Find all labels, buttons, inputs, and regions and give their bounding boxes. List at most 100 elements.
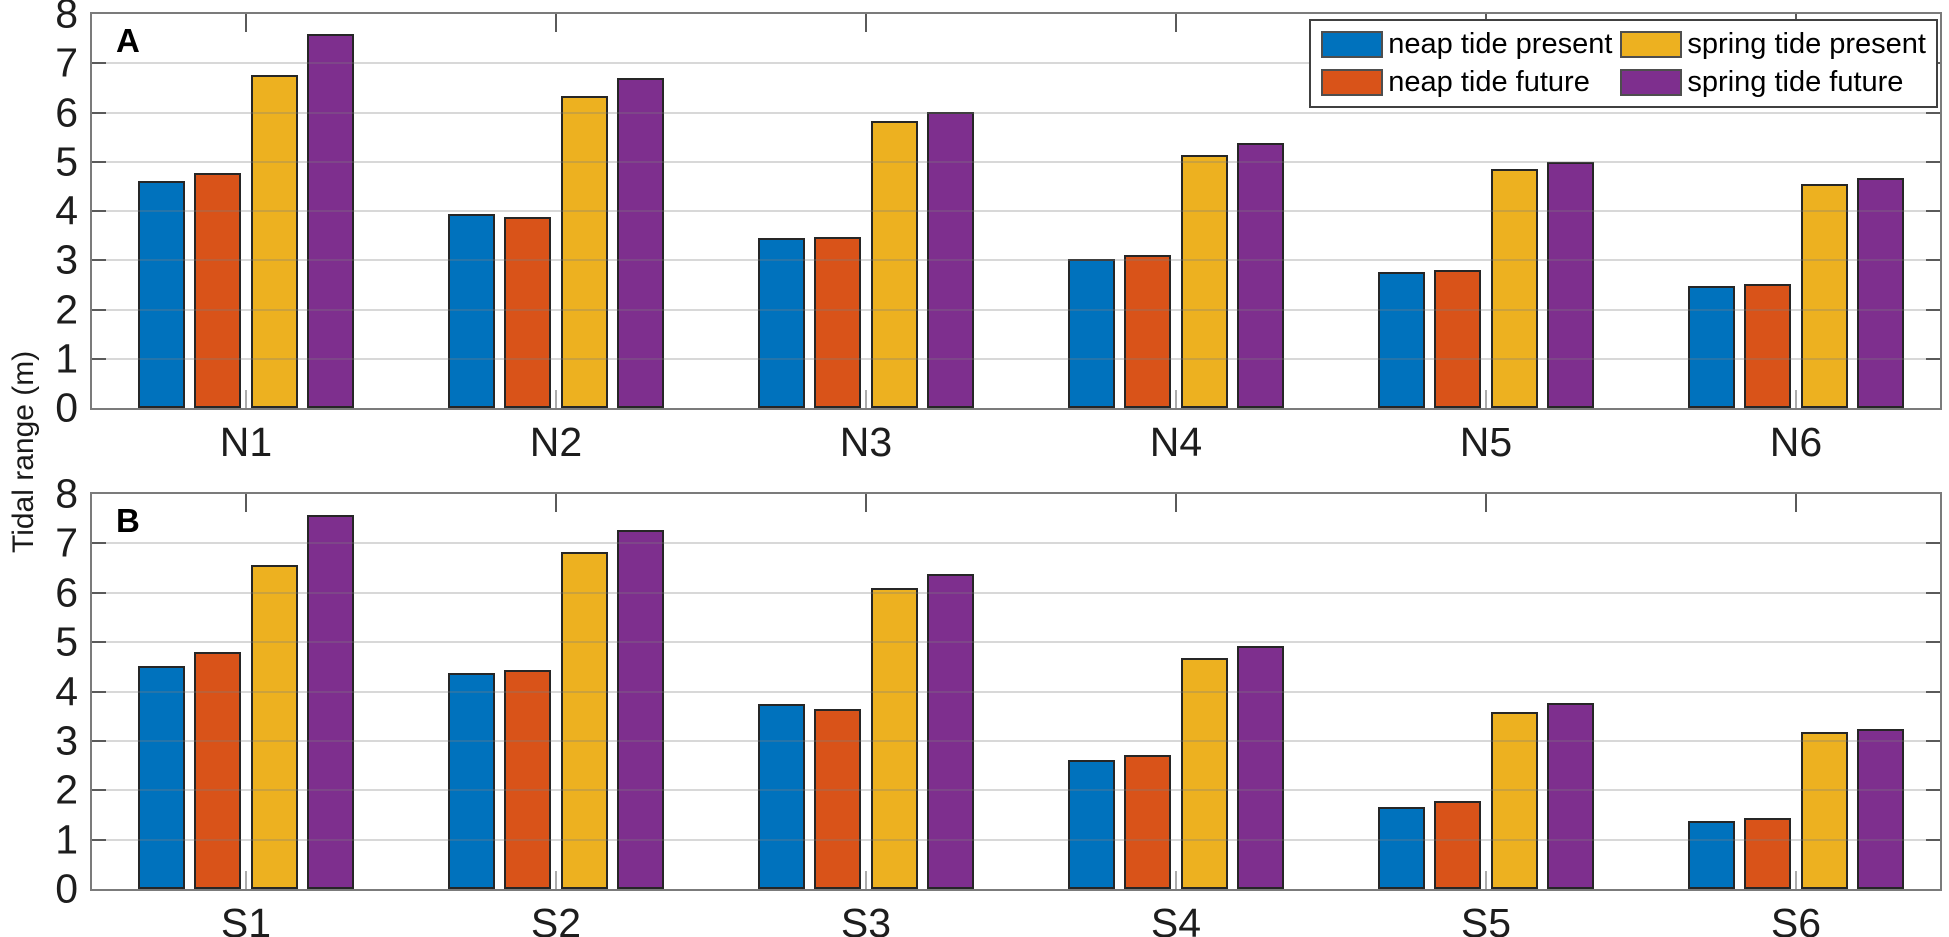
y-axis-tick: [1926, 160, 1940, 163]
x-tick-label-N4: N4: [1149, 419, 1203, 465]
y-axis-tick: [92, 591, 106, 594]
x-axis-tick: [1175, 390, 1177, 408]
x-tick-label-S5: S5: [1460, 900, 1512, 937]
legend-label-neap-future: neap tide future: [1388, 66, 1590, 98]
bar-S3-neap-tide-present: [758, 704, 805, 889]
y-tick-label: 7: [55, 39, 78, 86]
y-axis-tick: [1926, 259, 1940, 262]
bar-N5-spring-tide-present: [1491, 169, 1538, 408]
y-axis-tick: [1926, 838, 1940, 841]
legend-item-neap-future: neap tide future: [1321, 68, 1612, 97]
y-axis-tick: [1926, 542, 1940, 545]
legend-swatch-neap-future-icon: [1321, 69, 1384, 96]
y-axis-tick: [92, 690, 106, 693]
bar-S2-neap-tide-future: [504, 670, 551, 889]
x-axis-tick: [1795, 390, 1797, 408]
x-axis-tick: [1175, 871, 1177, 889]
bar-N6-spring-tide-present: [1801, 184, 1848, 408]
y-axis-tick: [92, 357, 106, 360]
panel-b-letter: B: [116, 502, 140, 539]
gridline-y6: [92, 111, 1940, 114]
bar-S2-spring-tide-future: [617, 530, 664, 889]
x-axis-tick: [865, 871, 867, 889]
bar-N5-neap-tide-present: [1378, 272, 1425, 408]
bar-N4-spring-tide-present: [1181, 155, 1228, 408]
bar-N2-neap-tide-present: [448, 214, 495, 408]
x-axis-tick: [555, 14, 557, 32]
x-axis-tick: [555, 390, 557, 408]
x-tick-label-N6: N6: [1769, 419, 1823, 465]
bar-N6-neap-tide-future: [1744, 284, 1791, 408]
legend-item-neap-present: neap tide present: [1321, 30, 1612, 59]
bar-N4-neap-tide-present: [1068, 259, 1115, 408]
legend: neap tide present spring tide present ne…: [1309, 19, 1938, 108]
legend-swatch-spring-future-icon: [1620, 69, 1683, 96]
bar-S2-neap-tide-present: [448, 673, 495, 889]
y-axis-tick: [92, 210, 106, 212]
y-tick-label: 2: [55, 286, 78, 332]
legend-swatch-spring-present-icon: [1620, 31, 1683, 58]
bar-N1-neap-tide-future: [194, 173, 241, 408]
y-tick-label: 4: [55, 187, 78, 234]
y-tick-label: 1: [55, 335, 78, 382]
legend-item-spring-present: spring tide present: [1620, 30, 1926, 59]
y-axis-tick: [92, 542, 106, 545]
bar-N3-neap-tide-present: [758, 238, 805, 408]
bar-S5-neap-tide-present: [1378, 807, 1425, 889]
y-axis-tick: [1926, 739, 1940, 742]
x-tick-label-S3: S3: [840, 900, 892, 937]
y-axis-tick: [1926, 789, 1940, 792]
bar-N1-neap-tide-present: [138, 181, 185, 408]
bar-S5-spring-tide-present: [1491, 712, 1538, 889]
gridline-y2: [92, 789, 1940, 792]
x-tick-label-S4: S4: [1150, 900, 1202, 937]
bar-S1-neap-tide-future: [194, 652, 241, 889]
x-tick-label-N1: N1: [219, 419, 273, 465]
x-axis-tick: [1175, 14, 1177, 32]
y-tick-label: 4: [55, 668, 78, 714]
x-tick-label-S2: S2: [530, 900, 582, 937]
y-axis-tick: [92, 739, 106, 742]
y-tick-label: 3: [55, 717, 78, 764]
bar-S4-spring-tide-present: [1181, 658, 1228, 889]
bar-N3-spring-tide-future: [927, 112, 974, 408]
y-axis-tick: [1926, 690, 1940, 693]
y-axis-tick: [92, 62, 106, 65]
bar-N6-spring-tide-future: [1857, 178, 1904, 408]
gridline-y1: [92, 357, 1940, 360]
bar-N6-neap-tide-present: [1688, 286, 1735, 408]
y-tick-label: 8: [55, 470, 78, 517]
x-axis-tick: [245, 390, 247, 408]
x-axis-tick: [555, 871, 557, 889]
y-axis-tick: [92, 308, 106, 311]
bar-S1-spring-tide-future: [307, 515, 354, 889]
gridline-y4: [92, 690, 1940, 693]
y-tick-label: 5: [55, 138, 78, 185]
y-tick-label: 7: [55, 519, 78, 566]
legend-swatch-neap-present-icon: [1321, 31, 1384, 58]
bar-N1-spring-tide-future: [307, 34, 354, 408]
x-axis-tick: [1485, 390, 1487, 408]
bar-S4-neap-tide-present: [1068, 760, 1115, 889]
x-axis-tick: [555, 494, 557, 512]
gridline-y5: [92, 641, 1940, 644]
y-axis-tick: [92, 111, 106, 114]
bar-S5-spring-tide-future: [1547, 703, 1594, 889]
bar-S2-spring-tide-present: [561, 552, 608, 889]
y-axis-tick: [1926, 641, 1940, 644]
y-axis-tick: [92, 641, 106, 644]
y-axis-tick: [92, 838, 106, 841]
x-axis-tick: [245, 494, 247, 512]
y-tick-label: 0: [55, 865, 78, 912]
y-tick-label: 3: [55, 236, 78, 283]
bar-N4-spring-tide-future: [1237, 143, 1284, 408]
gridline-y1: [92, 838, 1940, 841]
y-tick-label: 2: [55, 766, 78, 813]
bar-N2-spring-tide-present: [561, 96, 608, 408]
panel-a-letter: A: [116, 22, 140, 59]
bar-N3-neap-tide-future: [814, 237, 861, 408]
bar-S1-spring-tide-present: [251, 565, 298, 889]
y-tick-label: 6: [55, 569, 78, 616]
y-tick-label: 0: [55, 384, 78, 431]
